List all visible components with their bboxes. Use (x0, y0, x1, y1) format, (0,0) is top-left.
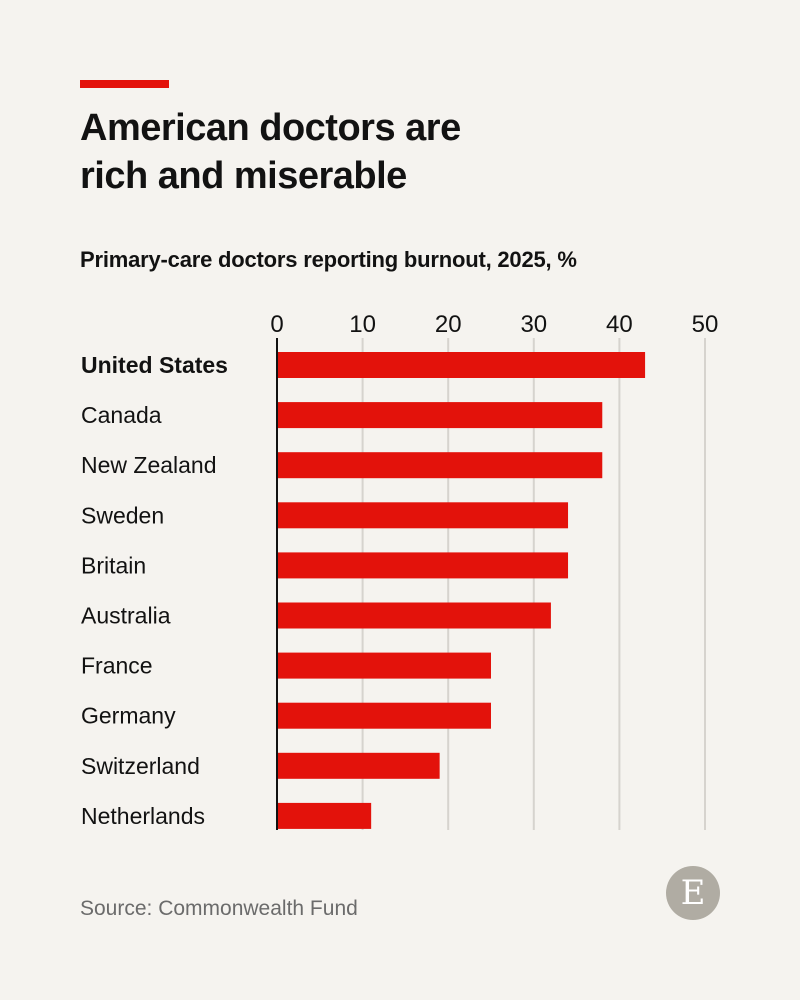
chart-title: American doctors are rich and miserable (80, 104, 461, 200)
economist-logo: E (666, 866, 720, 920)
category-label: Canada (81, 402, 162, 428)
category-label: Netherlands (81, 803, 205, 829)
bar-canada (277, 402, 603, 429)
category-label: United States (81, 352, 228, 378)
category-label: Sweden (81, 502, 164, 528)
category-label: Germany (81, 703, 176, 729)
bar-australia (277, 602, 551, 629)
title-line-1: American doctors are (80, 107, 461, 149)
x-tick-label: 40 (606, 311, 633, 338)
x-tick-label: 10 (349, 311, 376, 338)
x-tick-label: 0 (270, 311, 283, 338)
x-tick-label: 30 (520, 311, 547, 338)
chart-subtitle: Primary-care doctors reporting burnout, … (80, 247, 577, 272)
bar-sweden (277, 502, 569, 529)
bar-netherlands (277, 802, 372, 829)
title-line-2: rich and miserable (80, 155, 407, 197)
category-label: Australia (81, 603, 171, 629)
bar-germany (277, 702, 491, 729)
logo-letter: E (680, 873, 706, 913)
category-label: Switzerland (81, 753, 200, 779)
bar-britain (277, 552, 569, 579)
category-label: Britain (81, 552, 146, 578)
bar-new-zealand (277, 452, 603, 479)
accent-bar (80, 80, 169, 88)
x-tick-label: 20 (435, 311, 462, 338)
bar-france (277, 652, 491, 679)
source-note: Source: Commonwealth Fund (80, 897, 358, 920)
bar-united-states (277, 352, 646, 378)
bar-switzerland (277, 752, 440, 779)
category-label: France (81, 653, 153, 679)
x-tick-label: 50 (692, 311, 719, 338)
category-label: New Zealand (81, 452, 217, 478)
